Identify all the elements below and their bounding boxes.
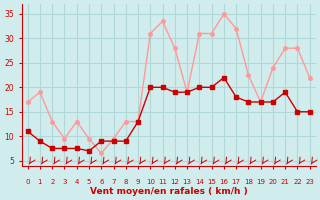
X-axis label: Vent moyen/en rafales ( km/h ): Vent moyen/en rafales ( km/h ) bbox=[90, 187, 248, 196]
